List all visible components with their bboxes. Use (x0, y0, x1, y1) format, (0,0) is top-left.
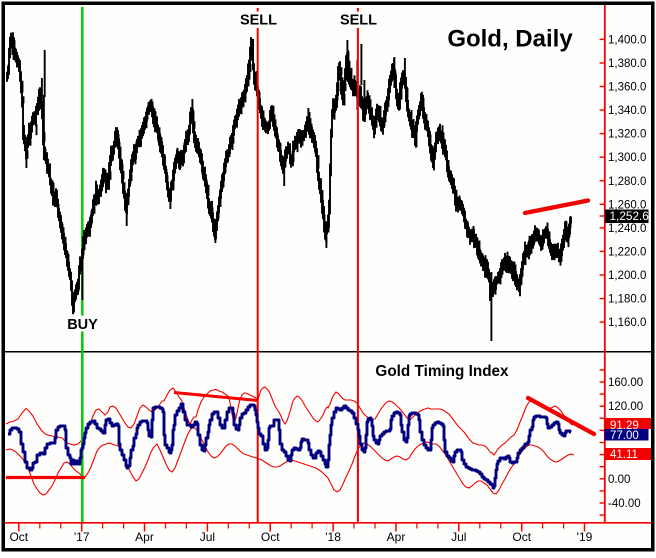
svg-text:Apr: Apr (387, 530, 406, 544)
svg-text:1,260.0: 1,260.0 (608, 199, 646, 211)
svg-text:120.00: 120.00 (608, 401, 643, 413)
svg-text:1,320.0: 1,320.0 (608, 129, 646, 141)
svg-text:1,200.0: 1,200.0 (608, 270, 646, 282)
svg-text:1,380.0: 1,380.0 (608, 58, 646, 70)
svg-text:1,160.0: 1,160.0 (608, 317, 646, 329)
svg-text:BUY: BUY (67, 317, 98, 333)
svg-text:91.29: 91.29 (610, 420, 639, 432)
svg-text:Gold Timing Index: Gold Timing Index (375, 363, 509, 380)
svg-text:Oct: Oct (512, 530, 531, 544)
svg-text:1,240.0: 1,240.0 (608, 223, 646, 235)
svg-text:Oct: Oct (261, 530, 280, 544)
svg-text:1,400.0: 1,400.0 (608, 34, 646, 46)
svg-text:'19: '19 (577, 530, 593, 544)
svg-text:41.11: 41.11 (610, 449, 638, 461)
svg-text:Apr: Apr (135, 530, 154, 544)
svg-text:-40.00: -40.00 (608, 498, 641, 510)
svg-text:1,300.0: 1,300.0 (608, 152, 646, 164)
svg-text:'17: '17 (74, 530, 90, 544)
svg-text:1,340.0: 1,340.0 (608, 105, 646, 117)
svg-text:Jul: Jul (200, 530, 215, 544)
svg-text:1,220.0: 1,220.0 (608, 246, 646, 258)
svg-text:'18: '18 (325, 530, 341, 544)
svg-text:Jul: Jul (451, 530, 466, 544)
svg-text:Gold, Daily: Gold, Daily (447, 26, 573, 53)
svg-text:Oct: Oct (9, 530, 28, 544)
svg-text:SELL: SELL (240, 12, 277, 28)
svg-text:0.00: 0.00 (608, 474, 630, 486)
svg-text:1,280.0: 1,280.0 (608, 176, 646, 188)
svg-text:1,360.0: 1,360.0 (608, 82, 646, 94)
svg-text:SELL: SELL (340, 12, 377, 28)
svg-text:1,180.0: 1,180.0 (608, 294, 646, 306)
svg-text:160.00: 160.00 (608, 377, 643, 389)
svg-text:1,252.6: 1,252.6 (610, 209, 650, 223)
svg-text:77.00: 77.00 (610, 430, 639, 442)
